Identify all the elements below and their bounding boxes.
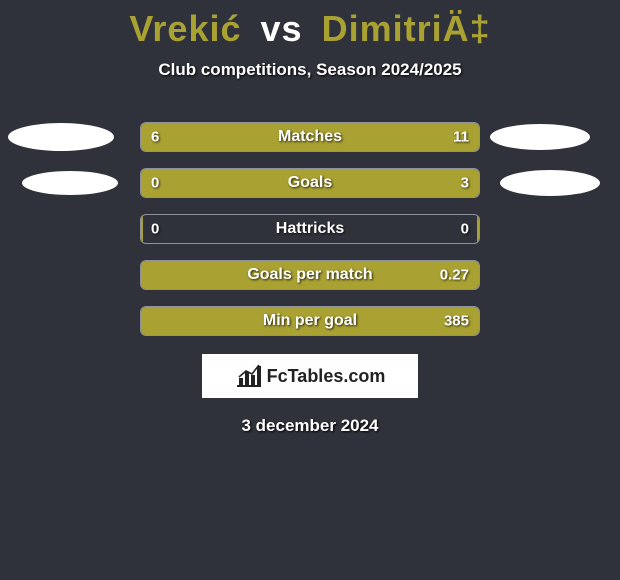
stat-label: Hattricks (276, 220, 344, 238)
comparison-rows: 6 11 Matches 0 3 Goals 0 0 Hattricks 0.27 Goals pe… (0, 122, 620, 336)
stat-row: 385 Min per goal (0, 306, 620, 336)
logo-text: FcTables.com (267, 366, 386, 387)
player2-club-icon (490, 124, 590, 150)
player1-name: Vrekić (129, 8, 241, 49)
stat-value-left: 0 (151, 221, 159, 238)
stat-value-right: 385 (444, 313, 469, 330)
player2-name: DimitriÄ‡ (322, 8, 491, 49)
stat-label: Goals per match (247, 266, 372, 284)
stat-row: 0 3 Goals (0, 168, 620, 198)
stat-row: 0.27 Goals per match (0, 260, 620, 290)
subtitle: Club competitions, Season 2024/2025 (0, 60, 620, 80)
stat-value-right: 0 (461, 221, 469, 238)
stat-row: 6 11 Matches (0, 122, 620, 152)
vs-label: vs (261, 8, 303, 49)
stat-bar: 0 0 Hattricks (140, 214, 480, 244)
stat-value-right: 0.27 (440, 267, 469, 284)
stat-bar: 385 Min per goal (140, 306, 480, 336)
date-label: 3 december 2024 (0, 416, 620, 436)
stat-value-left: 6 (151, 129, 159, 146)
stat-label: Matches (278, 128, 342, 146)
logo-box: FcTables.com (202, 354, 418, 398)
player1-club-icon (8, 123, 114, 151)
page-title: Vrekić vs DimitriÄ‡ (0, 0, 620, 50)
stat-value-right: 3 (461, 175, 469, 192)
stat-label: Goals (288, 174, 332, 192)
stat-label: Min per goal (263, 312, 357, 330)
chart-bar-icon (235, 364, 263, 388)
stat-row: 0 0 Hattricks (0, 214, 620, 244)
bar-segment-right (477, 215, 479, 243)
bar-segment-left (141, 215, 143, 243)
stat-bar: 6 11 Matches (140, 122, 480, 152)
stat-value-left: 0 (151, 175, 159, 192)
player1-club-icon (22, 171, 118, 195)
player2-club-icon (500, 170, 600, 196)
stat-bar: 0 3 Goals (140, 168, 480, 198)
stat-bar: 0.27 Goals per match (140, 260, 480, 290)
stat-value-right: 11 (453, 129, 469, 146)
